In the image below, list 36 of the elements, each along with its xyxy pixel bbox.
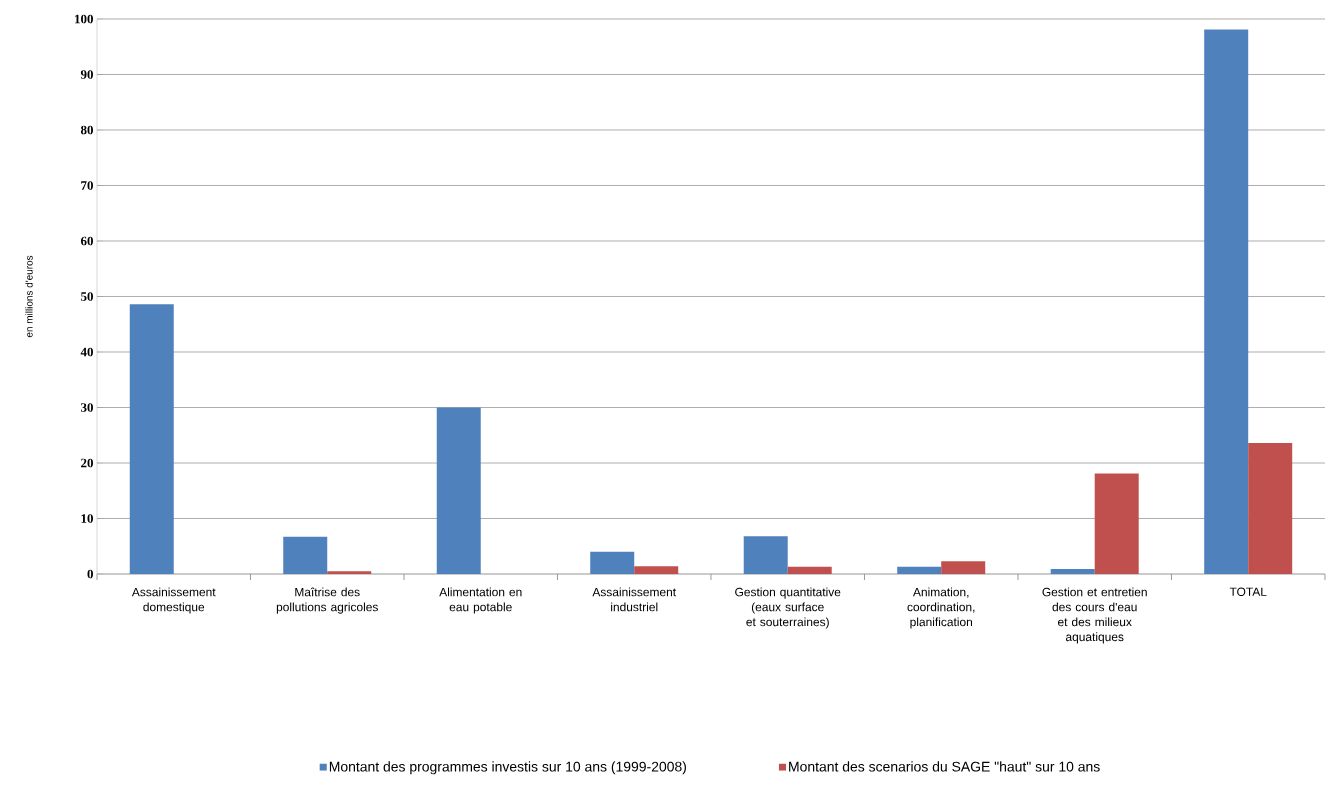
- y-tick-label: 100: [75, 14, 93, 24]
- x-tick-label: Assainissement industriel: [592, 587, 676, 612]
- bar: [1050, 569, 1095, 574]
- bar: [787, 566, 832, 574]
- y-tick-label: 30: [81, 403, 93, 412]
- x-tick-label: Assainissement domestique: [131, 587, 216, 614]
- bar: [327, 571, 372, 574]
- x-tick-label: Gestion quantitative (eaux surface et souterraines): [735, 587, 841, 629]
- y-tick-label: 70: [81, 181, 93, 190]
- legend-label: Montant des scenarios du SAGE "haut" sur 10 ans: [789, 761, 1100, 772]
- bar: [1094, 473, 1139, 574]
- y-tick-label: 0: [87, 569, 93, 579]
- bar: [1248, 443, 1293, 574]
- y-tick-label: 60: [80, 236, 93, 246]
- bar: [941, 561, 986, 574]
- x-tick-label: Gestion et entretien des cours d'eau et des milieux aquatiques: [1042, 587, 1147, 644]
- bar: [743, 536, 788, 574]
- x-tick-label: Maîtrise des pollutions agricoles: [276, 587, 378, 614]
- x-tick-label: Alimentation en eau potable: [439, 587, 522, 614]
- legend-label: Montant des programmes investis sur 10 ans (1999-2008): [329, 761, 686, 775]
- bar: [129, 304, 174, 574]
- bar: [283, 536, 328, 574]
- bar: [897, 566, 942, 574]
- x-tick-label: TOTAL: [1229, 587, 1267, 596]
- bar: [1204, 29, 1249, 574]
- y-tick-label: 10: [81, 514, 93, 523]
- x-tick-label: Animation, coordination, planification: [907, 587, 975, 629]
- bar: [436, 407, 481, 574]
- bar: [634, 566, 679, 574]
- y-tick-label: 80: [80, 125, 93, 135]
- y-axis-title: en millions d'euros: [25, 255, 33, 338]
- y-tick-label: 40: [80, 347, 93, 357]
- y-tick-label: 20: [81, 458, 93, 468]
- y-tick-label: 50: [81, 292, 93, 301]
- bar: [590, 551, 635, 574]
- y-tick-label: 90: [80, 70, 93, 79]
